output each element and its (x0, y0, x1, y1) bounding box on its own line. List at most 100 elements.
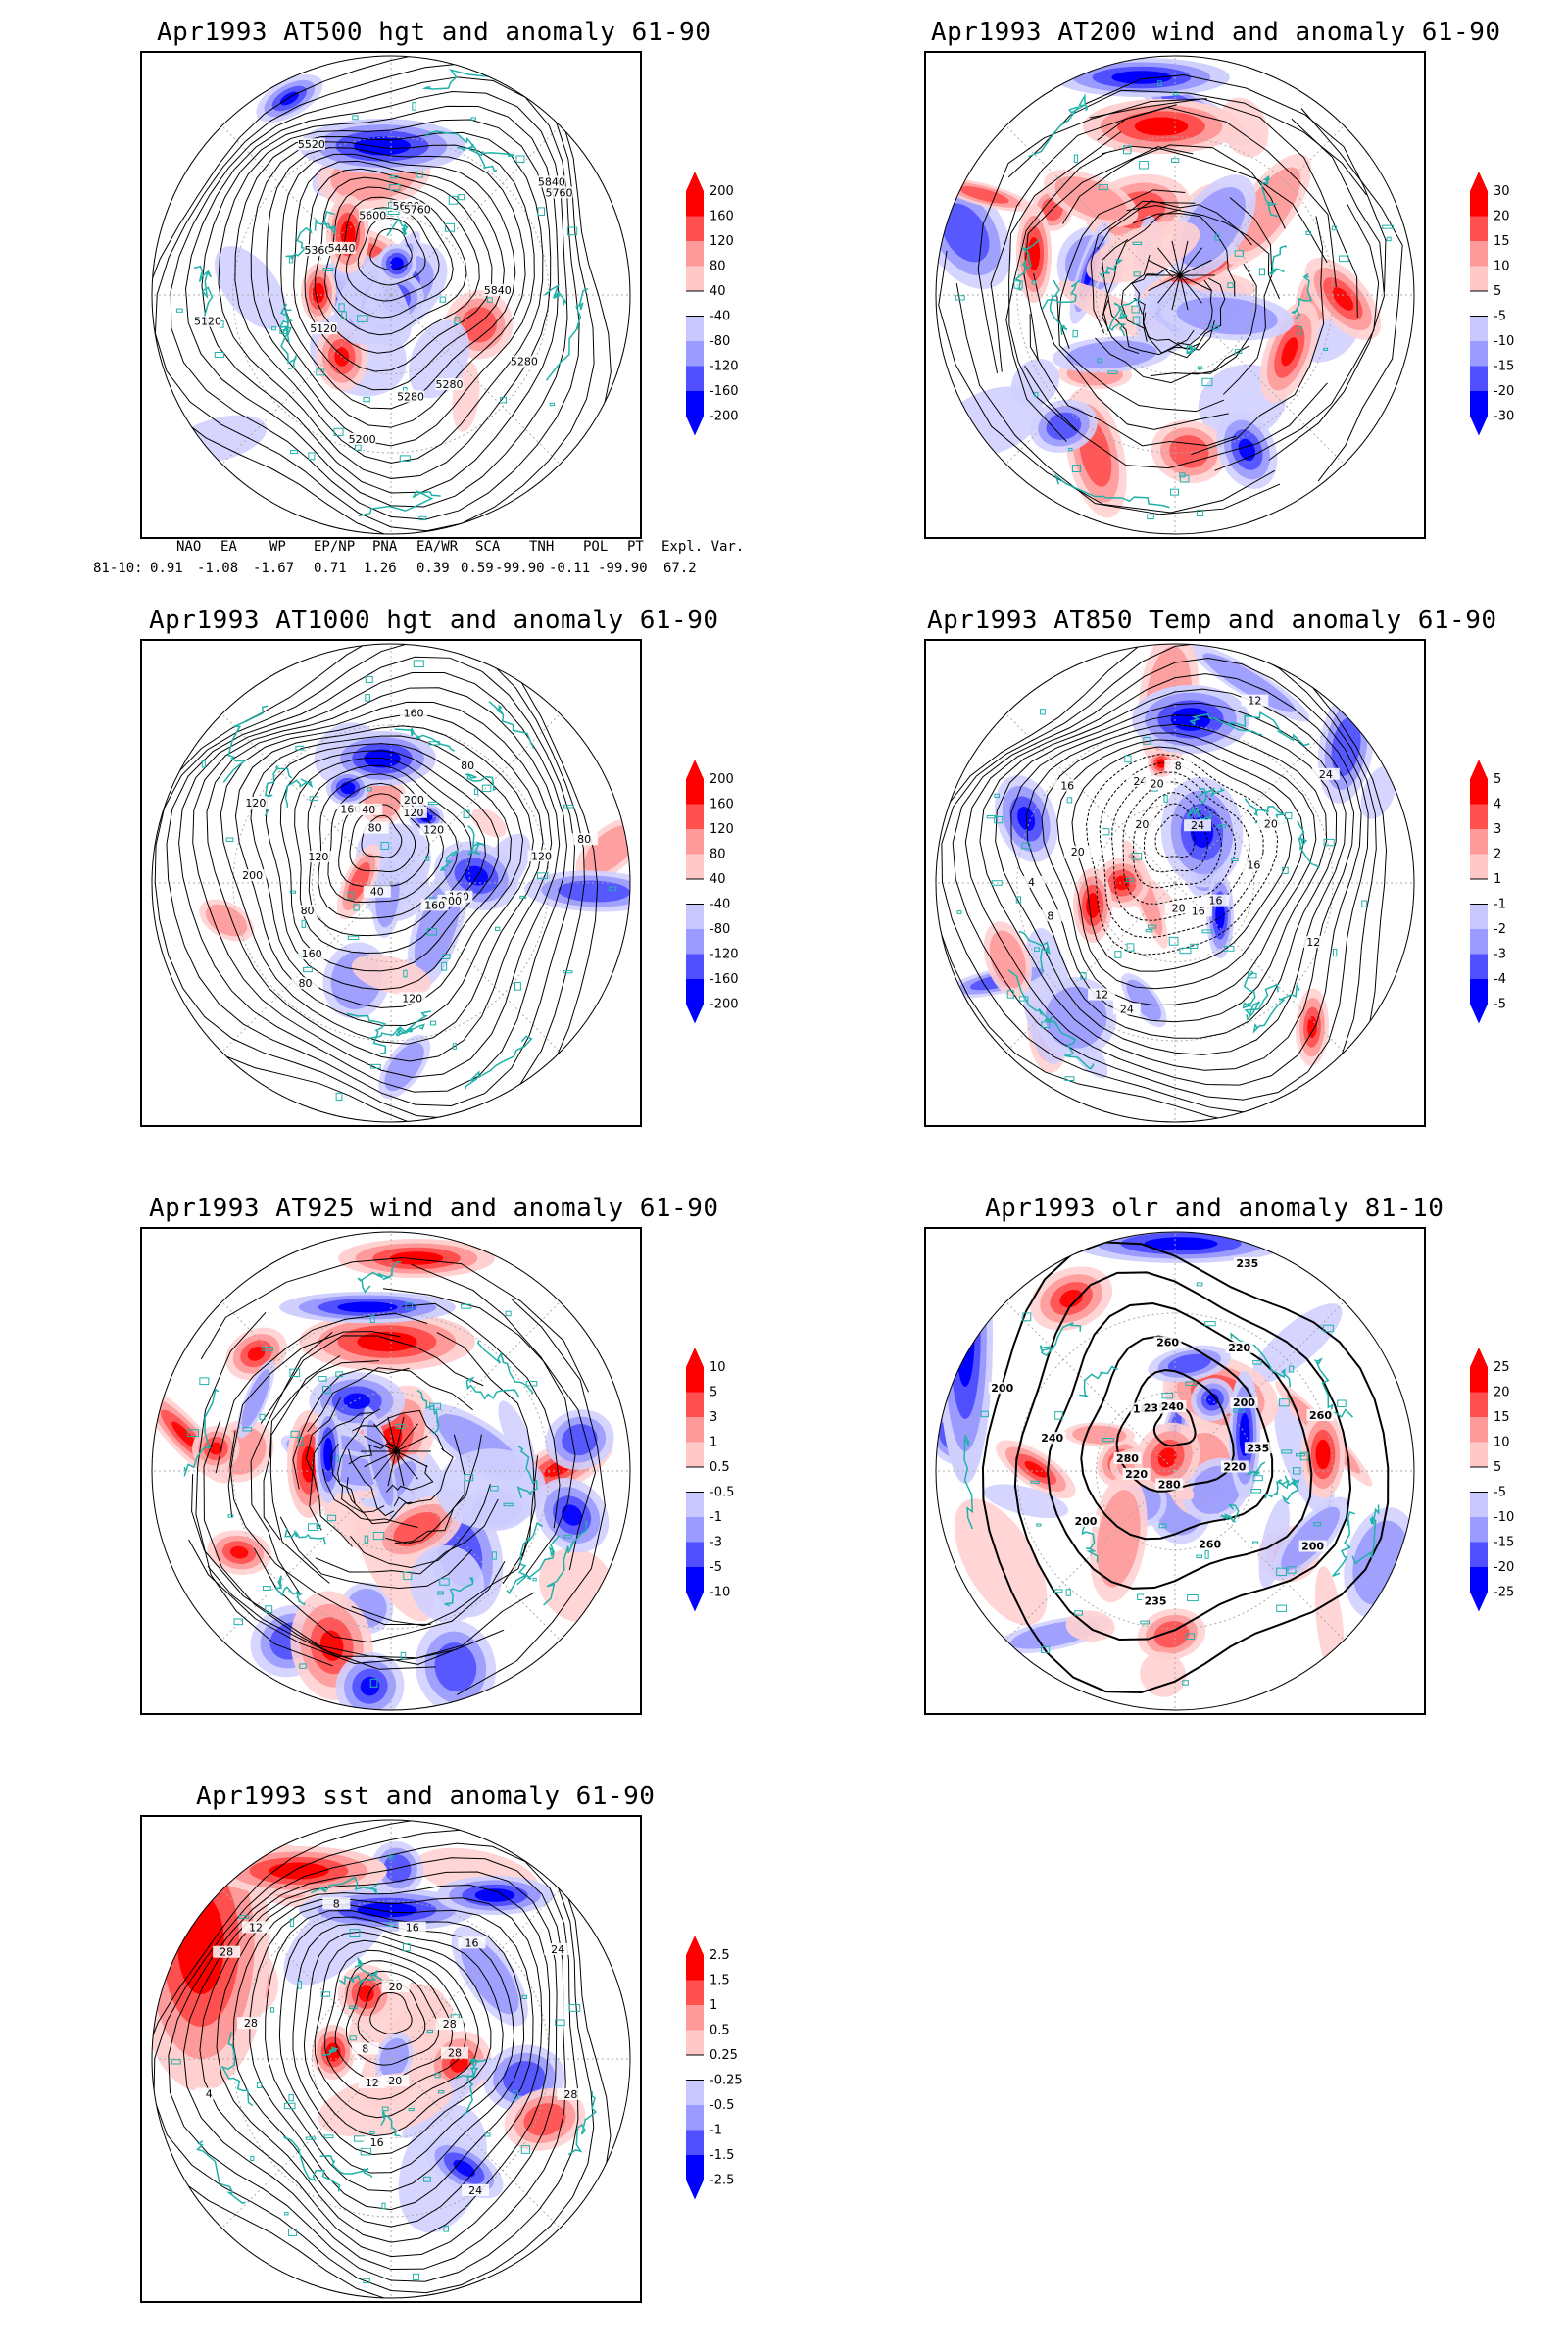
legend-swatch (686, 804, 704, 829)
island (438, 2090, 445, 2094)
legend-label: -80 (710, 922, 730, 937)
contour-line (265, 1910, 525, 2192)
island (464, 1474, 474, 1482)
negative-anomaly (941, 203, 990, 263)
legend-label: -4 (1494, 972, 1506, 987)
legend-label: -160 (710, 972, 739, 987)
island (1148, 924, 1157, 929)
streamline (395, 1450, 418, 1480)
island (537, 207, 545, 216)
contour-line (220, 713, 544, 1045)
island (289, 890, 296, 894)
contour-line (369, 1991, 413, 2034)
island (1214, 233, 1220, 241)
legend-swatch (1470, 1542, 1488, 1567)
legend-label: -2 (1494, 922, 1506, 937)
island (425, 856, 430, 861)
coastline (1228, 710, 1310, 747)
island (367, 787, 372, 792)
panel-title: Apr1993 AT200 wind and anomaly 61-90 (931, 18, 1501, 47)
island (283, 2102, 296, 2110)
contour-line (303, 1931, 492, 2137)
positive-anomaly (247, 1346, 266, 1361)
island (355, 444, 362, 451)
legend-label: -25 (1494, 1586, 1514, 1600)
island (1217, 824, 1227, 828)
streamline (1179, 274, 1202, 304)
island (290, 1430, 300, 1438)
island (513, 2089, 519, 2099)
legend-label: -15 (1494, 1536, 1514, 1550)
positive-anomaly (351, 955, 431, 996)
contour-label: 4 (206, 2088, 213, 2101)
coastline (1351, 1504, 1380, 1565)
streamline (215, 1312, 428, 1474)
streamline (938, 250, 1276, 514)
legend-swatch (1470, 854, 1488, 879)
island (470, 117, 476, 121)
contour-line (324, 186, 467, 336)
legend-label: 1 (710, 1436, 717, 1450)
contour-label-bg (291, 977, 319, 990)
negative-anomaly (562, 1504, 583, 1526)
island (1018, 996, 1029, 1002)
tele-value: 0.91 (150, 561, 183, 576)
negative-anomaly (434, 1642, 477, 1692)
legend-label: -40 (710, 898, 730, 912)
island (1163, 794, 1168, 803)
island (568, 2004, 581, 2012)
contour-label: 235 (1247, 1442, 1269, 1454)
island (365, 694, 370, 702)
coastline (1297, 820, 1320, 869)
island (1015, 896, 1022, 904)
negative-anomaly (1238, 438, 1256, 462)
negative-anomaly (1170, 708, 1211, 731)
legend-label: 30 (1494, 184, 1510, 199)
coastline (338, 1974, 377, 1985)
contour-label-bg (398, 992, 426, 1004)
contour-label-bg (1184, 819, 1212, 832)
legend-arrow-up (686, 172, 704, 191)
streamline (260, 1335, 484, 1424)
contour-label: 20 (389, 1981, 403, 1993)
island (1034, 391, 1039, 397)
contour-label: 4 (1028, 876, 1035, 889)
streamline (229, 1430, 431, 1625)
contour-label-bg (1017, 875, 1046, 888)
island (1234, 349, 1243, 354)
island (1054, 1411, 1063, 1420)
contour-label-bg (1054, 779, 1082, 792)
island (369, 2132, 375, 2135)
contour-line (357, 218, 426, 286)
island (563, 970, 573, 974)
island (386, 1922, 396, 1927)
contour-line (1071, 746, 1293, 972)
island (1143, 737, 1152, 745)
island (481, 784, 492, 793)
legend-label: 120 (710, 822, 734, 837)
island (1114, 951, 1122, 958)
legend-swatch (686, 1542, 704, 1567)
island (1097, 358, 1102, 364)
legend-label: -200 (710, 410, 739, 424)
legend-label: 200 (710, 772, 734, 787)
legend-swatch (1470, 829, 1488, 855)
contour-label: 280 (1158, 1478, 1181, 1491)
coastline (1332, 1510, 1356, 1578)
contour-line (279, 750, 499, 972)
contour-line (185, 91, 568, 508)
island (1170, 488, 1179, 496)
legend-label: 0.25 (710, 2048, 738, 2063)
coastline (196, 2140, 246, 2205)
island (1201, 929, 1213, 934)
island (1196, 1282, 1203, 1287)
legend-label: -2.5 (710, 2174, 734, 2188)
positive-anomaly (1234, 167, 1301, 252)
island (1285, 811, 1293, 820)
streamline (1191, 216, 1325, 456)
legend-label: 40 (710, 284, 726, 299)
island (1248, 972, 1257, 979)
streamline (373, 1450, 397, 1480)
contour-line (1056, 739, 1305, 990)
streamline (1131, 269, 1174, 315)
